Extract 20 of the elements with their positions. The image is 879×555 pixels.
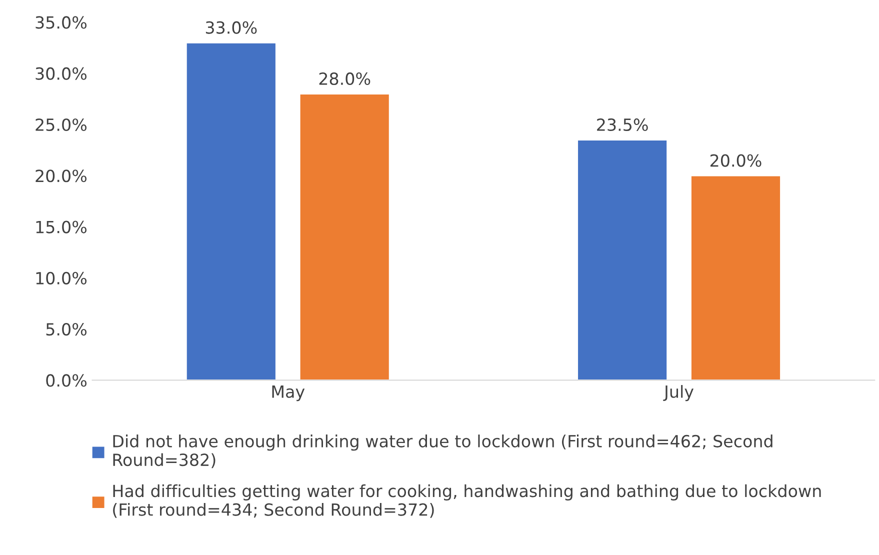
- y-tick-label: 30.0%: [36, 67, 87, 80]
- y-tick-label: 35.0%: [36, 16, 87, 29]
- data-label: 23.5%: [597, 118, 648, 132]
- x-tick-label: July: [663, 385, 694, 402]
- y-tick-label: 20.0%: [36, 170, 87, 182]
- y-tick-label: 15.0%: [36, 220, 87, 234]
- y-tick-label: 0.0%: [46, 374, 87, 387]
- legend-label: Had difficulties getting water for cooking, handwashing and bathing due to lockdown (First round=434; Second Round=372): [113, 484, 821, 518]
- y-tick-label: 5.0%: [46, 323, 87, 336]
- data-label: 28.0%: [319, 72, 370, 86]
- bar: [690, 174, 782, 380]
- legend-label: Did not have enough drinking water due to lockdown (First round=462; Second Round=382): [113, 434, 772, 468]
- x-tick-label: May: [272, 386, 305, 402]
- bar: [185, 42, 277, 380]
- bar: [576, 139, 668, 380]
- data-label: 20.0%: [710, 154, 762, 167]
- y-tick-label: 10.0%: [36, 272, 87, 284]
- y-tick-label: 25.0%: [36, 118, 87, 132]
- bar: [298, 93, 390, 380]
- data-label: 33.0%: [206, 21, 257, 34]
